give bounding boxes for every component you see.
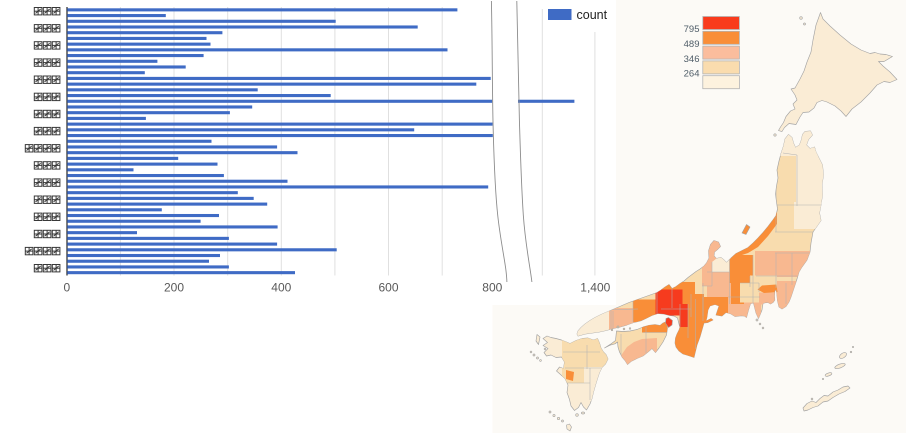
svg-text:489: 489: [684, 39, 700, 50]
svg-text:600: 600: [378, 280, 398, 294]
svg-text:0: 0: [63, 280, 70, 294]
svg-text:264: 264: [684, 69, 700, 80]
svg-text:346: 346: [684, 54, 700, 65]
svg-text:1,400: 1,400: [580, 280, 610, 294]
svg-text:400: 400: [271, 280, 291, 294]
svg-text:795: 795: [684, 24, 700, 35]
svg-text:800: 800: [482, 280, 502, 294]
svg-text:count: count: [577, 8, 608, 22]
svg-text:200: 200: [164, 280, 184, 294]
